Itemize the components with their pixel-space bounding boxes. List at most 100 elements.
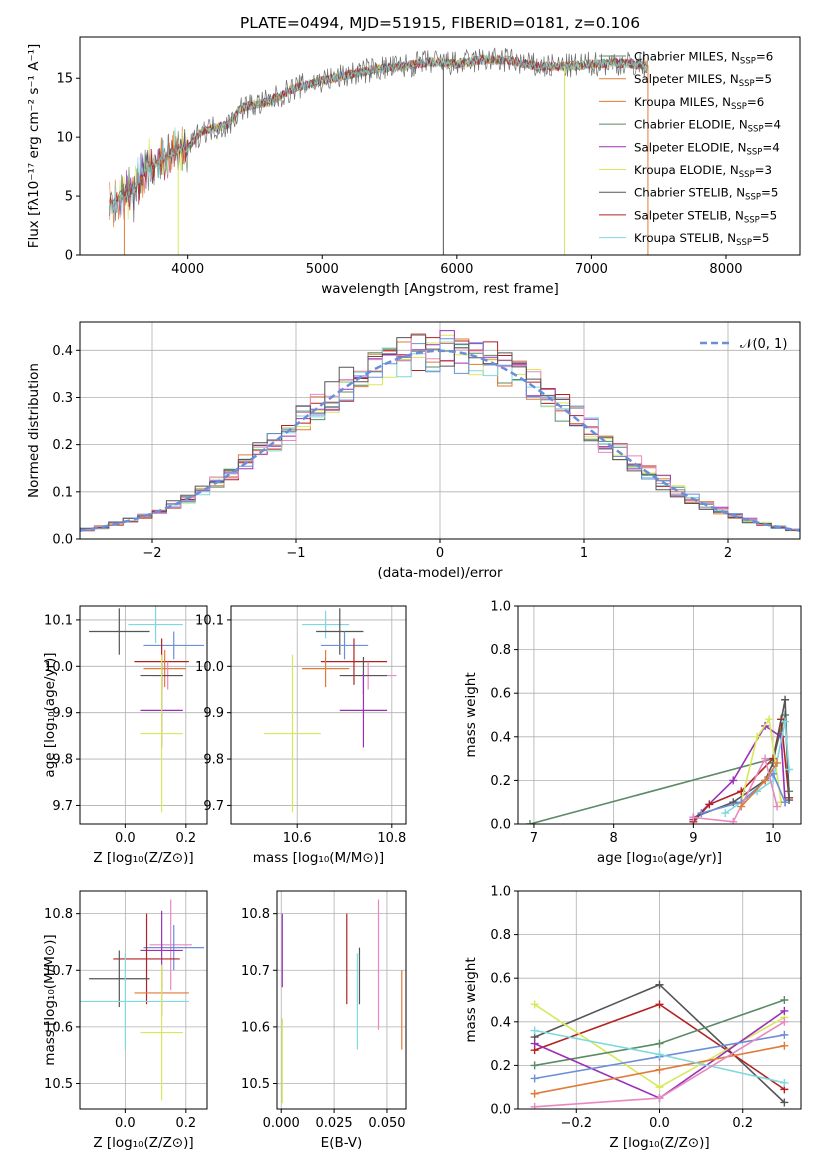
chart-3: 0.0 0.2 9.7 9.8 9.9 10.0 10.1 Z [log₁₀(Z/Z⊙)] ag… xyxy=(42,605,208,866)
data-marker xyxy=(530,1089,539,1098)
axes-frame xyxy=(517,605,802,825)
data-marker xyxy=(765,715,774,724)
y-axis-label: Normed distribution xyxy=(26,363,42,498)
y-tick-label: 15 xyxy=(56,72,73,87)
legend-label: Chabrier STELIB, NSSP=5 xyxy=(634,186,778,203)
gridlines xyxy=(277,891,406,1109)
histogram-step xyxy=(80,334,800,531)
y-tick-label: 9.7 xyxy=(203,799,224,814)
x-tick-label: 0 xyxy=(436,546,444,561)
chart-5: 7 8 9 10 0.0 0.2 0.4 0.6 0.8 1.0 age [log₁₀(age/yr… xyxy=(463,600,802,866)
data-marker xyxy=(655,1050,664,1059)
x-axis-label: mass [log₁₀(M/M⊙)] xyxy=(253,850,384,866)
y-tick-label: 10.1 xyxy=(44,613,73,628)
data-marker xyxy=(761,754,770,763)
legend-label: Salpeter MILES, NSSP=5 xyxy=(634,72,772,89)
error-bar-point xyxy=(113,913,180,1005)
error-bar-point xyxy=(140,964,183,1101)
legend-label-tail: =6 xyxy=(747,95,764,109)
chart-4: 10.6 10.8 9.7 9.8 9.9 10.0 10.1 mass [log₁₀(M/M… xyxy=(195,605,407,866)
plot-area xyxy=(281,899,403,1104)
chart-7: 0.000 0.025 0.050 10.5 10.6 10.7 10.8 E(B-V) xyxy=(241,890,407,1151)
y-tick-label: 0.3 xyxy=(52,391,73,406)
gridlines xyxy=(80,606,207,824)
gridlines xyxy=(231,606,406,824)
y-tick-label: 9.7 xyxy=(52,799,73,814)
mass-weight-line xyxy=(693,756,778,823)
spectrum-line xyxy=(109,54,648,220)
legend-label-sub: SSP xyxy=(745,193,761,203)
x-axis-label: age [log₁₀(age/yr)] xyxy=(597,850,722,866)
data-marker xyxy=(780,996,789,1004)
legend-label-text: Chabrier ELODIE, N xyxy=(634,118,748,132)
x-tick-label: 0.025 xyxy=(315,1116,352,1131)
y-tick-label: 0.2 xyxy=(52,438,73,453)
y-tick-label: 10.7 xyxy=(44,964,73,979)
x-tick-label: 7000 xyxy=(575,262,608,277)
x-tick-label: 1 xyxy=(580,546,588,561)
data-marker xyxy=(773,802,782,811)
data-marker xyxy=(781,798,790,807)
error-bar-point xyxy=(301,650,350,688)
y-axis-label: mass [log₁₀(M/M⊙)] xyxy=(42,934,58,1065)
data-marker xyxy=(655,1094,664,1103)
x-tick-label: 8 xyxy=(610,831,618,846)
legend-label-tail: =6 xyxy=(756,50,773,64)
x-axis-label: Z [log₁₀(Z/Z⊙)] xyxy=(93,850,193,866)
x-axis-label: E(B-V) xyxy=(321,1135,363,1151)
y-tick-label: 0 xyxy=(65,249,73,264)
x-tick-label: −1 xyxy=(286,546,305,561)
x-tick-label: 7 xyxy=(530,831,538,846)
x-tick-label: 0.0 xyxy=(115,831,136,846)
data-marker xyxy=(780,1078,789,1087)
spectrum-line xyxy=(109,55,648,213)
data-marker xyxy=(655,1065,664,1074)
error-bar-point xyxy=(339,673,388,748)
data-marker xyxy=(721,809,730,818)
y-tick-label: 0.8 xyxy=(490,643,511,658)
data-marker xyxy=(780,1098,789,1107)
data-marker xyxy=(530,1026,539,1035)
spectrum-line xyxy=(109,47,648,223)
y-tick-label: 10.6 xyxy=(241,1020,270,1035)
x-tick-label: 5000 xyxy=(306,262,339,277)
plot-area xyxy=(80,330,800,532)
error-bar-point xyxy=(320,638,388,685)
spectrum-line xyxy=(109,54,648,216)
legend-label: 𝒩(0, 1) xyxy=(740,337,787,352)
y-tick-label: 0.0 xyxy=(52,533,73,548)
error-bar-point xyxy=(128,606,183,644)
y-axis-label: mass weight xyxy=(463,957,479,1042)
legend-label-tail: =5 xyxy=(761,186,778,200)
data-marker xyxy=(530,1102,539,1109)
x-tick-label: 6000 xyxy=(440,262,473,277)
legend-label: Kroupa STELIB, NSSP=5 xyxy=(634,231,769,248)
spectrum-line xyxy=(109,55,648,221)
y-tick-label: 10 xyxy=(56,131,73,146)
x-tick-label: 9 xyxy=(689,831,697,846)
data-marker xyxy=(530,1039,539,1048)
mass-weight-line xyxy=(529,714,790,824)
x-tick-label: 0.050 xyxy=(368,1116,405,1131)
error-bar-point xyxy=(143,631,204,660)
legend-label-tail: =3 xyxy=(755,163,772,177)
y-tick-label: 0.4 xyxy=(52,344,73,359)
y-tick-label: 0.6 xyxy=(490,687,511,702)
data-marker xyxy=(737,802,746,811)
legend-label-tail: =5 xyxy=(752,231,769,245)
data-marker xyxy=(655,1083,664,1092)
y-tick-label: 5 xyxy=(65,190,73,205)
x-tick-label: −0.2 xyxy=(560,1116,592,1131)
chart-2: −2 −1 0 1 2 0.0 0.1 0.2 0.3 0.4 (data-model)/error… xyxy=(26,321,801,581)
data-marker xyxy=(525,820,534,824)
gridlines xyxy=(80,891,207,1109)
chart-1: 4000 5000 6000 7000 8000 0 5 10 15 PLATE=0494, MJ… xyxy=(26,14,801,297)
x-axis-label: wavelength [Angstrom, rest frame] xyxy=(321,281,559,297)
y-tick-label: 9.8 xyxy=(52,753,73,768)
data-marker xyxy=(781,695,790,704)
legend-label-tail: =5 xyxy=(755,72,772,86)
x-tick-label: 0.2 xyxy=(732,1116,753,1131)
legend-label: Chabrier MILES, NSSP=6 xyxy=(634,50,773,67)
legend-label: Chabrier ELODIE, NSSP=4 xyxy=(634,118,781,135)
error-bar-point xyxy=(140,654,183,813)
